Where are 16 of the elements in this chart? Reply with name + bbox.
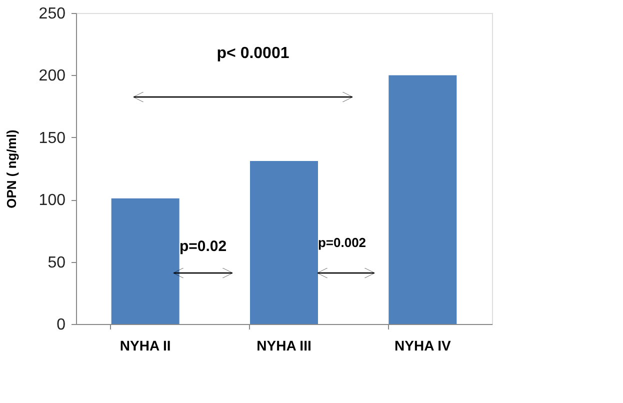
annotation: p=0.002 bbox=[318, 235, 366, 250]
x-tick-label: NYHA IV bbox=[394, 338, 452, 354]
bar bbox=[250, 161, 318, 324]
x-tick-label: NYHA III bbox=[256, 338, 312, 354]
bar bbox=[111, 198, 180, 324]
y-tick-label: 100 bbox=[38, 192, 66, 210]
y-tick-label: 250 bbox=[38, 6, 66, 22]
annotation: p=0.02 bbox=[179, 238, 227, 255]
y-axis-title: OPN ( ng/ml) bbox=[4, 130, 19, 208]
y-tick-label: 50 bbox=[48, 254, 66, 272]
y-tick-label: 0 bbox=[56, 316, 66, 334]
bar bbox=[388, 75, 457, 324]
annotation: p< 0.0001 bbox=[216, 45, 290, 62]
x-tick-label: NYHA II bbox=[120, 338, 171, 354]
y-tick-label: 150 bbox=[38, 130, 66, 147]
y-tick-label: 200 bbox=[38, 68, 66, 85]
